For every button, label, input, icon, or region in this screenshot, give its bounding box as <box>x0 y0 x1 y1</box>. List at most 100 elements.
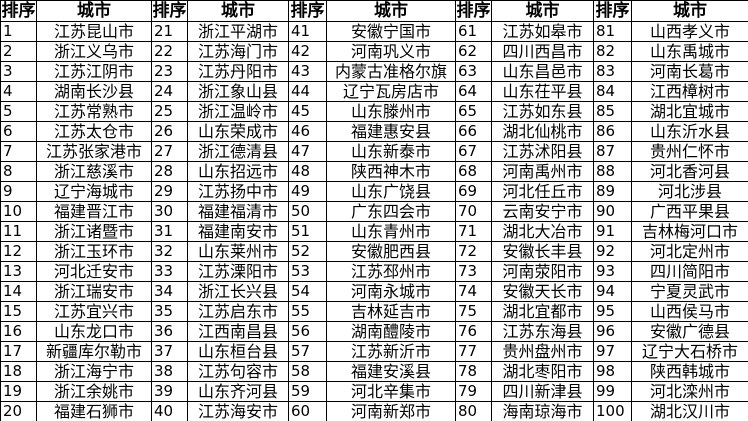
rank-cell: 100 <box>593 401 632 421</box>
rank-cell: 37 <box>151 341 188 362</box>
rank-cell: 19 <box>0 381 37 402</box>
city-cell: 河南巩义市 <box>326 41 456 62</box>
city-cell: 浙江德清县 <box>187 141 289 162</box>
city-cell: 江苏如皋市 <box>491 21 594 42</box>
rank-cell: 40 <box>151 401 188 421</box>
city-cell: 山东沂水县 <box>631 121 748 142</box>
city-cell: 山东滕州市 <box>326 101 456 122</box>
city-cell: 福建南安市 <box>187 221 289 242</box>
rank-cell: 29 <box>151 181 188 202</box>
header-city: 城市 <box>631 0 748 22</box>
rank-cell: 71 <box>455 221 492 242</box>
rank-cell: 89 <box>593 181 632 202</box>
city-cell: 江苏丹阳市 <box>187 61 289 82</box>
city-cell: 江苏海门市 <box>187 41 289 62</box>
table-row: 16 山东龙口市 36 江西南昌县 56 湖南醴陵市 76 江苏东海县 96 安徽广德县 <box>0 321 748 342</box>
city-cell: 浙江诸暨市 <box>36 221 152 242</box>
rank-cell: 60 <box>288 401 327 421</box>
city-cell: 安徽宁国市 <box>326 21 456 42</box>
city-cell: 河南长葛市 <box>631 61 748 82</box>
rank-cell: 41 <box>288 21 327 42</box>
header-city: 城市 <box>491 0 594 22</box>
rank-cell: 83 <box>593 61 632 82</box>
rank-cell: 27 <box>151 141 188 162</box>
city-cell: 河北香河县 <box>631 161 748 182</box>
rank-cell: 1 <box>0 21 37 42</box>
city-cell: 广东四会市 <box>326 201 456 222</box>
rank-cell: 24 <box>151 81 188 102</box>
city-cell: 湖北大冶市 <box>491 221 594 242</box>
city-cell: 山东新泰市 <box>326 141 456 162</box>
city-cell: 河北滦州市 <box>631 381 748 402</box>
city-cell: 河南禹州市 <box>491 161 594 182</box>
city-cell: 四川新津县 <box>491 381 594 402</box>
rank-cell: 4 <box>0 81 37 102</box>
city-cell: 海南琼海市 <box>491 401 594 421</box>
rank-cell: 70 <box>455 201 492 222</box>
city-cell: 吉林梅河口市 <box>631 221 748 242</box>
city-cell: 江西南昌县 <box>187 321 289 342</box>
rank-cell: 63 <box>455 61 492 82</box>
city-cell: 安徽长丰县 <box>491 241 594 262</box>
rank-cell: 7 <box>0 141 37 162</box>
rank-cell: 56 <box>288 321 327 342</box>
rank-cell: 36 <box>151 321 188 342</box>
rank-cell: 95 <box>593 301 632 322</box>
city-cell: 山西侯马市 <box>631 301 748 322</box>
city-cell: 新疆库尔勒市 <box>36 341 152 362</box>
rank-cell: 10 <box>0 201 37 222</box>
rank-cell: 22 <box>151 41 188 62</box>
header-rank: 排序 <box>593 0 632 22</box>
rank-cell: 58 <box>288 361 327 382</box>
header-row: 排序 城市 排序 城市 排序 城市 排序 城市 排序 城市 <box>0 0 748 22</box>
header-rank: 排序 <box>455 0 492 22</box>
header-rank: 排序 <box>288 0 327 22</box>
city-cell: 江苏海安市 <box>187 401 289 421</box>
city-cell: 山东龙口市 <box>36 321 152 342</box>
rank-cell: 65 <box>455 101 492 122</box>
rank-cell: 93 <box>593 261 632 282</box>
city-cell: 河南新郑市 <box>326 401 456 421</box>
city-cell: 浙江义乌市 <box>36 41 152 62</box>
city-cell: 浙江平湖市 <box>187 21 289 42</box>
rank-cell: 23 <box>151 61 188 82</box>
rank-cell: 48 <box>288 161 327 182</box>
rank-cell: 81 <box>593 21 632 42</box>
city-cell: 山东荣成市 <box>187 121 289 142</box>
table-row: 13 河北迁安市 33 江苏溧阳市 53 江苏邳州市 73 河南荥阳市 93 四川简阳市 <box>0 261 748 282</box>
city-cell: 安徽肥西县 <box>326 241 456 262</box>
city-cell: 山西孝义市 <box>631 21 748 42</box>
rank-cell: 78 <box>455 361 492 382</box>
rank-cell: 62 <box>455 41 492 62</box>
rank-cell: 97 <box>593 341 632 362</box>
city-cell: 江苏东海县 <box>491 321 594 342</box>
rank-cell: 94 <box>593 281 632 302</box>
table-row: 1 江苏昆山市 21 浙江平湖市 41 安徽宁国市 61 江苏如皋市 81 山西孝义市 <box>0 21 748 42</box>
rank-cell: 80 <box>455 401 492 421</box>
city-cell: 山东青州市 <box>326 221 456 242</box>
city-cell: 江苏邳州市 <box>326 261 456 282</box>
city-cell: 福建安溪县 <box>326 361 456 382</box>
rank-cell: 46 <box>288 121 327 142</box>
city-cell: 山东莱州市 <box>187 241 289 262</box>
rank-cell: 47 <box>288 141 327 162</box>
city-cell: 江苏沭阳县 <box>491 141 594 162</box>
rank-cell: 74 <box>455 281 492 302</box>
rank-cell: 57 <box>288 341 327 362</box>
rank-cell: 85 <box>593 101 632 122</box>
city-cell: 山东广饶县 <box>326 181 456 202</box>
header-city: 城市 <box>36 0 152 22</box>
rank-cell: 45 <box>288 101 327 122</box>
rank-cell: 16 <box>0 321 37 342</box>
rank-cell: 79 <box>455 381 492 402</box>
city-cell: 湖北汉川市 <box>631 401 748 421</box>
rank-cell: 51 <box>288 221 327 242</box>
rank-cell: 43 <box>288 61 327 82</box>
city-cell: 浙江慈溪市 <box>36 161 152 182</box>
table-row: 12 浙江玉环市 32 山东莱州市 52 安徽肥西县 72 安徽长丰县 92 河北定州市 <box>0 241 748 262</box>
rank-cell: 15 <box>0 301 37 322</box>
city-cell: 福建福清市 <box>187 201 289 222</box>
rank-cell: 6 <box>0 121 37 142</box>
city-cell: 陕西韩城市 <box>631 361 748 382</box>
